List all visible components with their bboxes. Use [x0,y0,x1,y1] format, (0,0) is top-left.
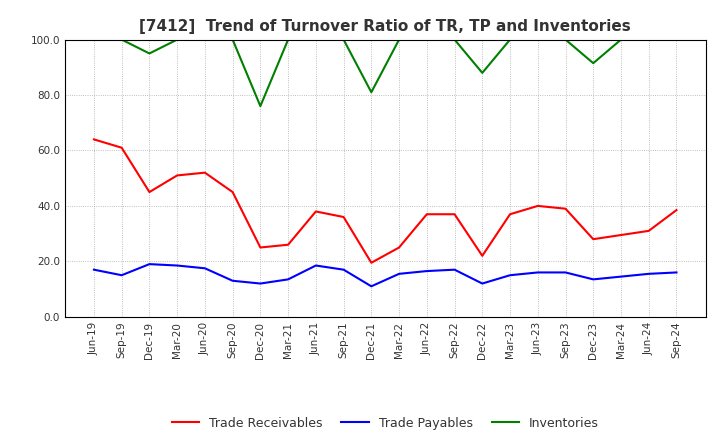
Inventories [644,37,653,42]
Trade Receivables [395,245,403,250]
Trade Payables [534,270,542,275]
Trade Receivables [367,260,376,265]
Trade Receivables [312,209,320,214]
Inventories [145,51,154,56]
Trade Receivables [534,203,542,209]
Inventories [173,37,181,42]
Inventories [284,37,292,42]
Inventories [534,37,542,42]
Inventories [450,37,459,42]
Inventories [256,103,265,109]
Trade Payables [672,270,681,275]
Trade Payables [89,267,98,272]
Trade Payables [478,281,487,286]
Trade Payables [616,274,625,279]
Legend: Trade Receivables, Trade Payables, Inventories: Trade Receivables, Trade Payables, Inven… [166,412,604,435]
Line: Inventories: Inventories [94,40,677,106]
Inventories [395,37,403,42]
Trade Receivables [644,228,653,234]
Inventories [117,37,126,42]
Trade Payables [367,284,376,289]
Trade Receivables [173,173,181,178]
Trade Payables [145,261,154,267]
Trade Payables [423,268,431,274]
Inventories [312,37,320,42]
Trade Receivables [423,212,431,217]
Inventories [589,61,598,66]
Trade Payables [117,272,126,278]
Trade Receivables [201,170,210,175]
Trade Payables [505,272,514,278]
Line: Trade Receivables: Trade Receivables [94,139,677,263]
Trade Payables [312,263,320,268]
Inventories [89,37,98,42]
Trade Receivables [339,214,348,220]
Trade Payables [395,271,403,276]
Trade Receivables [89,137,98,142]
Inventories [367,90,376,95]
Inventories [616,37,625,42]
Trade Receivables [589,237,598,242]
Inventories [672,37,681,42]
Trade Receivables [117,145,126,150]
Trade Receivables [284,242,292,247]
Trade Receivables [450,212,459,217]
Trade Payables [284,277,292,282]
Inventories [505,37,514,42]
Inventories [201,37,210,42]
Trade Receivables [505,212,514,217]
Trade Payables [644,271,653,276]
Trade Receivables [561,206,570,211]
Trade Receivables [672,207,681,213]
Trade Payables [201,266,210,271]
Trade Payables [589,277,598,282]
Trade Payables [450,267,459,272]
Inventories [478,70,487,76]
Trade Payables [561,270,570,275]
Trade Payables [173,263,181,268]
Trade Receivables [478,253,487,258]
Trade Receivables [256,245,265,250]
Trade Receivables [228,189,237,194]
Inventories [228,37,237,42]
Inventories [339,37,348,42]
Trade Receivables [616,232,625,238]
Inventories [561,37,570,42]
Trade Payables [256,281,265,286]
Line: Trade Payables: Trade Payables [94,264,677,286]
Title: [7412]  Trend of Turnover Ratio of TR, TP and Inventories: [7412] Trend of Turnover Ratio of TR, TP… [140,19,631,34]
Trade Receivables [145,189,154,194]
Trade Payables [339,267,348,272]
Trade Payables [228,278,237,283]
Inventories [423,37,431,42]
